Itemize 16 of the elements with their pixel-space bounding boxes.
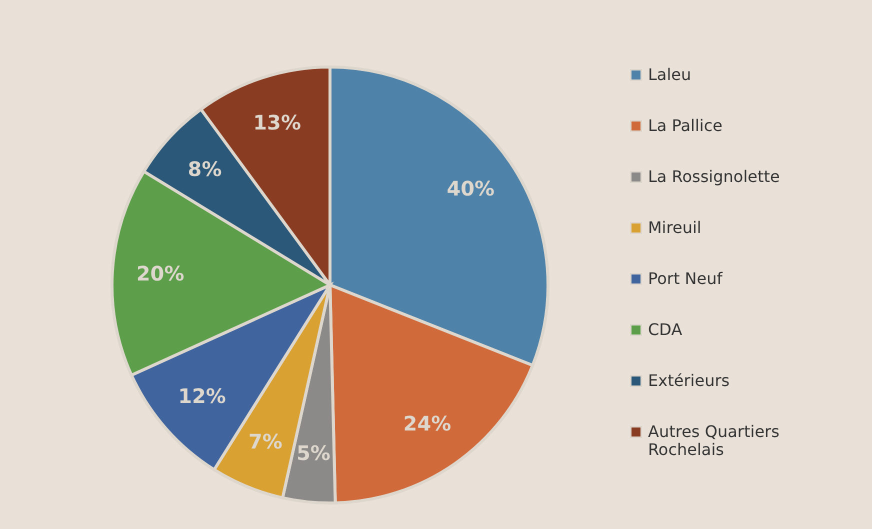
- data-label: 40%: [446, 176, 495, 200]
- data-label: 8%: [188, 157, 222, 182]
- legend-label: Port Neuf: [648, 269, 723, 288]
- data-label: 12%: [178, 384, 226, 408]
- legend-label: Autres Quartiers Rochelais: [648, 422, 780, 459]
- data-label: 7%: [248, 429, 282, 454]
- legend-label: La Pallice: [648, 116, 723, 135]
- data-label: 13%: [253, 110, 302, 134]
- data-label: 5%: [296, 441, 330, 466]
- data-label: 24%: [403, 411, 452, 436]
- legend-label: Mireuil: [648, 218, 702, 237]
- data-label: 20%: [136, 262, 184, 286]
- legend-label: Extérieurs: [648, 371, 730, 390]
- legend-label: La Rossignolette: [648, 167, 780, 186]
- legend-label: CDA: [648, 320, 682, 339]
- legend-label: Laleu: [648, 65, 692, 84]
